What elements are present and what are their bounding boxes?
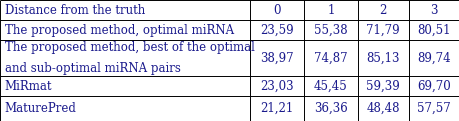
Text: 74,87: 74,87 xyxy=(314,52,348,64)
Text: 80,51: 80,51 xyxy=(417,23,450,37)
Text: 45,45: 45,45 xyxy=(314,79,348,92)
Text: MiRmat: MiRmat xyxy=(5,79,52,92)
Text: 36,36: 36,36 xyxy=(314,102,348,115)
Text: 23,59: 23,59 xyxy=(260,23,294,37)
Text: 48,48: 48,48 xyxy=(366,102,400,115)
Text: 55,38: 55,38 xyxy=(314,23,348,37)
Text: 1: 1 xyxy=(327,4,335,16)
Text: 21,21: 21,21 xyxy=(261,102,294,115)
Text: 3: 3 xyxy=(430,4,437,16)
Text: 38,97: 38,97 xyxy=(260,52,294,64)
Text: 89,74: 89,74 xyxy=(417,52,451,64)
Text: 69,70: 69,70 xyxy=(417,79,451,92)
Text: 0: 0 xyxy=(274,4,281,16)
Text: The proposed method, best of the optimal: The proposed method, best of the optimal xyxy=(5,41,254,54)
Text: 71,79: 71,79 xyxy=(366,23,400,37)
Text: 2: 2 xyxy=(379,4,387,16)
Text: 59,39: 59,39 xyxy=(366,79,400,92)
Text: 85,13: 85,13 xyxy=(366,52,400,64)
Text: Distance from the truth: Distance from the truth xyxy=(5,4,145,16)
Text: and sub-optimal miRNA pairs: and sub-optimal miRNA pairs xyxy=(5,62,180,75)
Text: MaturePred: MaturePred xyxy=(5,102,77,115)
Text: 57,57: 57,57 xyxy=(417,102,451,115)
Text: 23,03: 23,03 xyxy=(260,79,294,92)
Text: The proposed method, optimal miRNA: The proposed method, optimal miRNA xyxy=(5,23,234,37)
